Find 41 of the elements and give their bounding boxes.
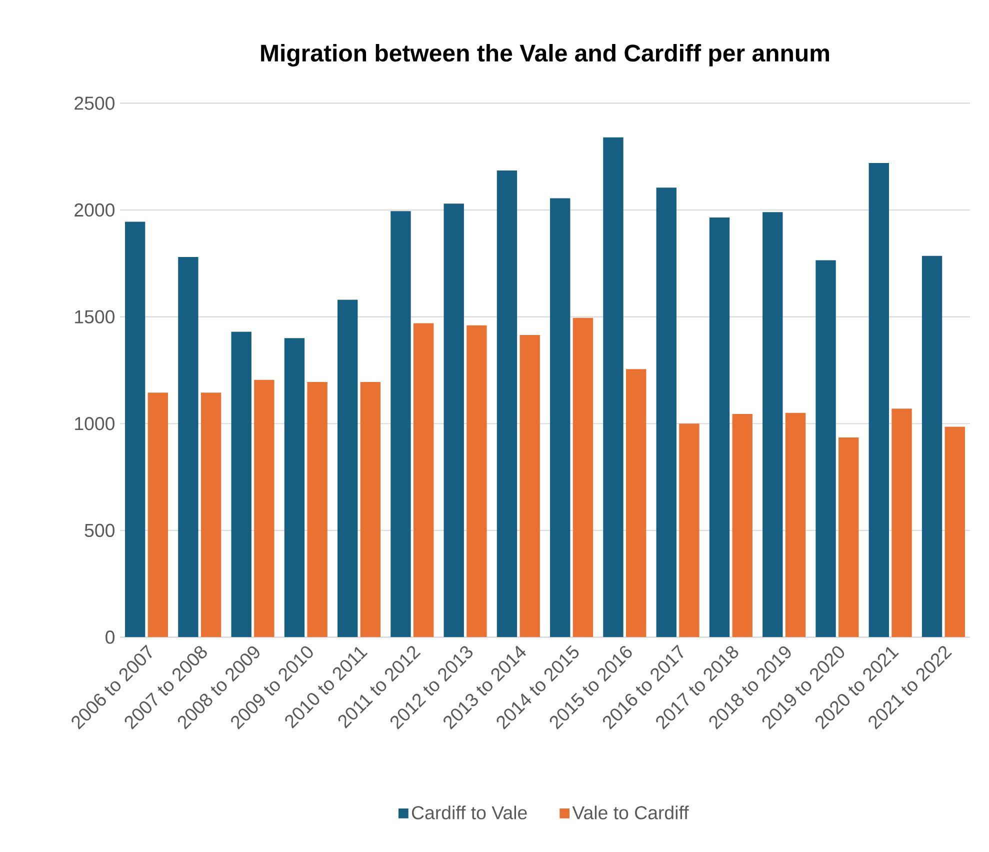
y-tick-label: 0 <box>106 630 114 644</box>
bar <box>307 382 328 638</box>
bar <box>572 318 594 638</box>
bar <box>413 323 434 638</box>
bar <box>496 170 518 638</box>
bar <box>550 198 570 638</box>
bar <box>603 137 624 638</box>
chart-title: Migration between the Vale and Cardiff per annum <box>261 44 829 66</box>
bar <box>254 380 274 638</box>
bar <box>231 332 252 638</box>
bar <box>178 256 198 638</box>
y-tick-label: 1500 <box>75 310 114 324</box>
bar <box>944 426 965 638</box>
bar <box>337 300 358 638</box>
bar <box>520 334 540 638</box>
bar <box>390 210 411 638</box>
bar <box>732 414 752 638</box>
bar <box>868 162 889 638</box>
legend-label: Cardiff to Vale <box>412 805 527 820</box>
bar <box>762 212 783 638</box>
bar <box>200 392 222 638</box>
y-tick-label: 1000 <box>75 416 114 430</box>
bar <box>838 437 859 638</box>
bar <box>360 382 381 638</box>
bar <box>785 412 806 638</box>
bar <box>922 256 942 638</box>
bar <box>626 368 646 638</box>
y-tick-label: 2000 <box>74 203 114 216</box>
bar <box>816 260 836 638</box>
bar <box>148 392 168 638</box>
bar <box>466 325 487 638</box>
bar <box>124 222 146 638</box>
bar <box>444 203 464 638</box>
bar <box>656 187 676 638</box>
bar <box>679 423 700 638</box>
bar <box>892 408 912 638</box>
y-tick-label: 500 <box>84 524 114 537</box>
bar <box>284 338 305 638</box>
bar <box>709 217 730 638</box>
legend-label: Vale to Cardiff <box>572 805 689 820</box>
y-tick-label: 2500 <box>74 96 114 110</box>
